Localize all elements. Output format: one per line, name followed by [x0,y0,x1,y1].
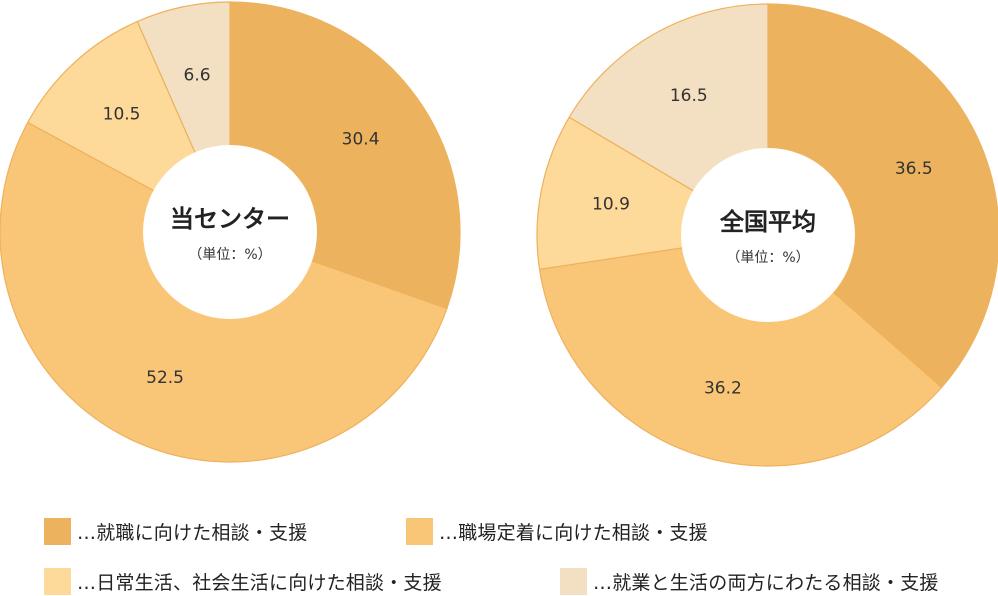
slice-2-2 [538,234,943,467]
donut-chart-1: 30.4 52.5 10.5 6.6 当センター （単位：%） [0,1,461,463]
chart-title-1: 当センター [170,205,290,233]
legend-label-employment: …就職に向けた相談・支援 [77,521,308,544]
slice-label-2-3: 10.9 [592,194,630,214]
legend-item-work-and-life: …就業と生活の両方にわたる相談・支援 [560,566,939,596]
slice-2-1 [767,3,998,389]
chart-title-2: 全国平均 [719,208,816,236]
legend-item-employment: …就職に向けた相談・支援 [44,516,307,546]
legend-label-daily-life: …日常生活、社会生活に向けた相談・支援 [77,571,442,594]
slice-label-1-3: 10.5 [103,104,141,124]
legend-item-daily-life: …日常生活、社会生活に向けた相談・支援 [44,566,442,596]
legend-label-work-and-life: …就業と生活の両方にわたる相談・支援 [593,571,939,594]
slice-label-2-1: 36.5 [895,159,933,179]
donut-hole-1 [143,145,317,319]
slice-label-2-4: 16.5 [670,86,708,106]
legend-swatch-daily-life [44,567,71,595]
legend-swatch-retention [406,517,433,545]
legend-swatch-employment [44,517,71,545]
legend-swatch-work-and-life [560,567,587,595]
legend-label-retention: …職場定着に向けた相談・支援 [439,521,708,544]
slice-label-1-1: 30.4 [342,130,380,150]
slice-label-1-2: 52.5 [146,368,184,388]
chart-unit-1: （単位：%） [188,247,271,263]
slice-label-2-2: 36.2 [704,379,742,399]
donut-chart-2: 36.5 36.2 10.9 16.5 全国平均 （単位：%） [536,3,998,467]
legend-item-retention: …職場定着に向けた相談・支援 [406,516,708,546]
chart-unit-2: （単位：%） [726,250,809,266]
donut-charts: 30.4 52.5 10.5 6.6 当センター （単位：%） 36.5 36.2 10.9 16… [0,1,998,467]
slice-label-1-4: 6.6 [184,65,211,85]
donut-hole-2 [681,148,855,322]
